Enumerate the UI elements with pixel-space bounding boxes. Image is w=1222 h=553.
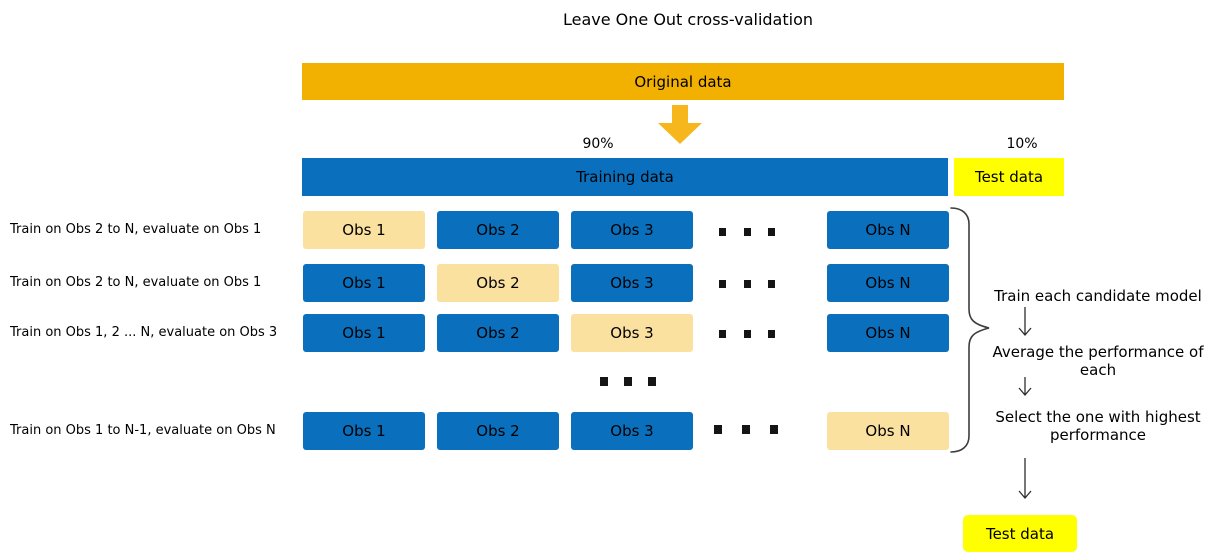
down-arrow-icon <box>1018 307 1032 336</box>
down-arrow-icon <box>1018 377 1032 396</box>
test-percent-label: 10% <box>1006 136 1038 152</box>
row-label: Train on Obs 2 to N, evaluate on Obs 1 <box>10 275 262 290</box>
pipeline-step: Average the performance of each <box>992 343 1204 379</box>
obs-cell: Obs N <box>827 264 949 302</box>
obs-cell: Obs 3 <box>571 211 693 249</box>
pipeline-step: Select the one with highest performance <box>995 408 1201 444</box>
row-label: Train on Obs 2 to N, evaluate on Obs 1 <box>10 222 262 237</box>
obs-cell: Obs 3 <box>571 264 693 302</box>
down-block-arrow-icon <box>658 105 702 144</box>
final-test-data-box: Test data <box>963 515 1077 552</box>
obs-cell: Obs 2 <box>437 412 559 450</box>
obs-cell: Obs 1 <box>303 314 425 352</box>
obs-cell-held-out: Obs N <box>827 412 949 450</box>
obs-cell: Obs 2 <box>437 314 559 352</box>
obs-cell-held-out: Obs 1 <box>303 211 425 249</box>
row-label: Train on Obs 1, 2 ... N, evaluate on Obs… <box>10 325 278 340</box>
obs-cell-held-out: Obs 2 <box>437 264 559 302</box>
row-label: Train on Obs 1 to N-1, evaluate on Obs N <box>10 423 276 438</box>
test-data-bar: Test data <box>954 158 1064 196</box>
obs-cell: Obs 1 <box>303 412 425 450</box>
training-data-bar: Training data <box>302 158 948 196</box>
pipeline-step: Train each candidate model <box>994 287 1202 305</box>
curly-brace-icon <box>950 207 990 453</box>
obs-cell: Obs N <box>827 314 949 352</box>
ellipsis-horizontal-icon <box>719 280 775 288</box>
original-data-bar: Original data <box>302 63 1064 100</box>
obs-cell: Obs 2 <box>437 211 559 249</box>
ellipsis-horizontal-icon <box>714 425 778 434</box>
obs-cell: Obs 3 <box>571 412 693 450</box>
obs-cell-held-out: Obs 3 <box>571 314 693 352</box>
diagram-title: Leave One Out cross-validation <box>562 10 814 29</box>
ellipsis-rows-icon <box>600 377 656 386</box>
obs-cell: Obs N <box>827 211 949 249</box>
down-arrow-icon <box>1018 458 1032 499</box>
train-percent-label: 90% <box>582 136 614 152</box>
ellipsis-horizontal-icon <box>719 330 775 338</box>
ellipsis-horizontal-icon <box>719 228 775 236</box>
obs-cell: Obs 1 <box>303 264 425 302</box>
